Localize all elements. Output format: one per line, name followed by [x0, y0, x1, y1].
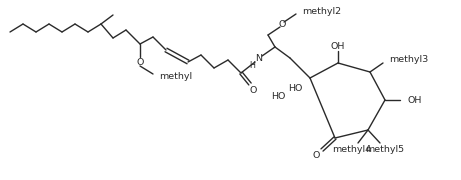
- Text: O: O: [312, 150, 319, 159]
- Text: H: H: [249, 60, 255, 69]
- Text: HO: HO: [288, 84, 302, 93]
- Text: methyl3: methyl3: [389, 55, 428, 64]
- Text: O: O: [136, 57, 144, 66]
- Text: methyl5: methyl5: [366, 145, 405, 154]
- Text: N: N: [255, 53, 262, 62]
- Text: O: O: [249, 86, 257, 94]
- Text: methyl2: methyl2: [302, 6, 341, 15]
- Text: methyl: methyl: [159, 71, 192, 80]
- Text: HO: HO: [271, 91, 285, 100]
- Text: OH: OH: [407, 96, 421, 105]
- Text: OH: OH: [331, 42, 345, 51]
- Text: O: O: [278, 19, 286, 28]
- Text: methyl4: methyl4: [332, 145, 372, 154]
